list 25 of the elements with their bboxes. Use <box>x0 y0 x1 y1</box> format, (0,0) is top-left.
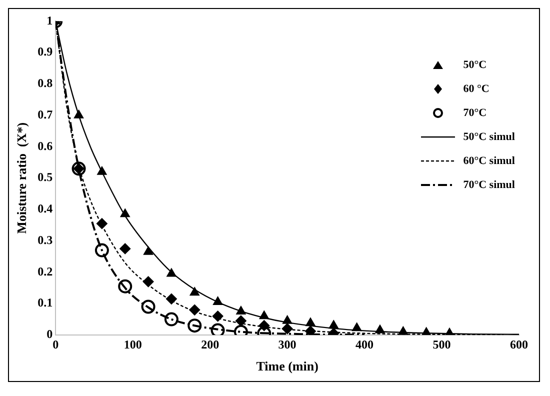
legend-label: 70°C simul <box>463 179 515 191</box>
x-tick-label: 200 <box>201 337 220 352</box>
legend-label: 50°C <box>463 59 487 71</box>
x-tick-label: 400 <box>356 337 374 352</box>
y-tick-label: 0.4 <box>38 202 53 216</box>
y-tick-label: 0 <box>46 327 53 342</box>
x-tick-label: 300 <box>278 337 296 352</box>
y-axis-title: Moisture ratio (X*) <box>14 122 30 234</box>
x-axis-title: Time (min) <box>256 358 318 374</box>
x-tick-label: 600 <box>510 337 528 352</box>
y-tick-label: 0.9 <box>38 44 53 59</box>
y-tick-label: 0.5 <box>38 170 53 184</box>
y-tick-label: 0.3 <box>38 232 53 247</box>
y-tick-label: 0.2 <box>38 264 53 278</box>
y-tick-label: 0.7 <box>38 107 53 122</box>
y-tick-label: 0.1 <box>38 296 53 310</box>
x-tick-label: 100 <box>124 337 142 352</box>
legend-label: 50°C simul <box>463 131 515 143</box>
y-tick-label: 1 <box>46 13 53 28</box>
legend-label: 60°C simul <box>463 155 515 167</box>
y-tick-label: 0.6 <box>38 138 53 153</box>
legend-label: 60 °C <box>463 83 490 95</box>
legend-label: 70°C <box>463 107 487 119</box>
x-tick-label: 500 <box>432 337 451 352</box>
y-tick-label: 0.8 <box>38 76 53 90</box>
